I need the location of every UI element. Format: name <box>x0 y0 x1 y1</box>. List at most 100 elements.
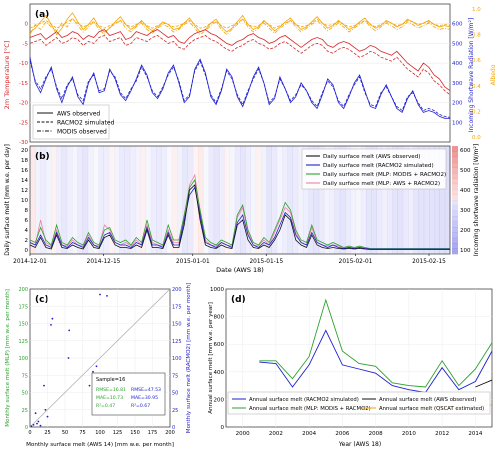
legend-d-aws-label: Annual surface melt (AWS observed) <box>379 397 476 403</box>
swd-tick: 300 <box>452 81 463 87</box>
panel-c-points <box>30 293 108 428</box>
radiation-shade-band <box>171 146 178 254</box>
radiation-shade-band <box>108 146 115 254</box>
radiation-shade-band <box>329 146 335 254</box>
melt-tick: 12 <box>21 188 28 194</box>
swd-tick: 500 <box>452 41 463 47</box>
stats-rmse-racmo2: RMSE=47.53 <box>131 387 161 393</box>
swd-tick: 200 <box>452 101 463 107</box>
colorbar-segment <box>452 200 458 206</box>
radiation-shade-band <box>135 146 141 254</box>
mlp-annual-line <box>259 298 493 388</box>
scatter-point <box>34 412 37 415</box>
radiation-shade-band <box>51 146 57 254</box>
scatter-point <box>99 293 101 296</box>
panel-b-legend: Daily surface melt (AWS observed) Daily … <box>301 148 447 190</box>
y-tick-label: 400 <box>214 370 225 376</box>
legend-aws-label: AWS observed <box>57 111 100 118</box>
panel-b-label: (b) <box>35 152 50 162</box>
radiation-shade-band <box>166 146 173 254</box>
radiation-shade-band <box>444 146 451 254</box>
radiation-shade-band <box>82 146 89 254</box>
swd-tick: 100 <box>452 120 463 126</box>
y-tick-label: 0 <box>221 425 225 431</box>
albedo-tick: 1.0 <box>472 7 481 13</box>
radiation-shade-band <box>345 146 351 254</box>
colorbar-segment <box>452 216 458 222</box>
radiation-shade-band <box>303 146 309 254</box>
stats-mae-racmo2: MAE=30.95 <box>131 395 158 401</box>
stats-mae-mlp: MAE=10.73 <box>96 395 123 401</box>
panel-b-y-ticks-right: 600 500 400 300 200 100 <box>460 148 471 254</box>
x-tick-label: 2014-12-15 <box>87 259 121 265</box>
melt-aws-line <box>29 184 450 250</box>
temp-tick: -25 <box>19 120 28 126</box>
radiation-shade-band <box>150 146 157 254</box>
panel-a-ylabel-left: 2m Temperature [°C] <box>3 41 11 110</box>
melt-mlp-modis-line <box>29 178 450 249</box>
albedo-tick: 0.4 <box>472 84 481 90</box>
radiation-shade-band <box>177 146 183 254</box>
scatter-point <box>68 329 71 332</box>
radiation-aws-line <box>29 57 450 119</box>
y-tick-label-left: 100 <box>18 356 28 362</box>
y-tick-label-right: 150 <box>172 322 182 328</box>
colorbar-segment <box>452 221 458 228</box>
scatter-point <box>36 422 38 425</box>
melt-tick: 20 <box>21 148 28 154</box>
stats-r2-racmo2: R²=0.67 <box>131 403 150 409</box>
albedo-tick: 0.6 <box>472 58 481 64</box>
colorbar-segment <box>452 156 458 163</box>
radiation-shade-band <box>40 146 47 254</box>
legend-d-qscat-label: Annual surface melt (QSCAT estimated) <box>379 406 484 412</box>
scatter-point <box>88 384 91 387</box>
panel-d: (d) 2000 2002 2004 2006 2008 2010 2012 20141000… <box>208 287 493 448</box>
radiation-shade-band <box>282 146 288 254</box>
radiation-shade-band <box>224 146 230 254</box>
legend-d-racmo2-label: Annual surface melt (RACMO2 simulated) <box>249 397 359 403</box>
panel-c-grid <box>30 289 170 427</box>
radiation-shade-band <box>124 146 131 254</box>
panel-a-frame <box>29 3 451 143</box>
radiation-shade-band <box>434 146 440 254</box>
x-tick-label: 2004 <box>302 431 316 437</box>
radiation-shade-band <box>114 146 120 254</box>
swd-b-tick: 400 <box>460 188 471 194</box>
x-tick-label: 25 <box>44 430 50 436</box>
colorbar-segment <box>452 194 458 201</box>
legend-b-racmo2-label: Daily surface melt (RACMO2 simulated) <box>323 163 434 169</box>
radiation-shade-band <box>334 146 341 254</box>
radiation-shade-band <box>387 146 393 254</box>
y-tick-label-left: 150 <box>18 322 28 328</box>
x-tick-label: 125 <box>113 430 123 436</box>
albedo-tick: 0.8 <box>472 33 481 39</box>
y-tick-label-left: 75 <box>22 373 28 379</box>
panel-a-ylabel-right-radiation: Incoming Shortwave Radiation [W/m²] <box>468 18 475 133</box>
legend-modis-label: MODIS observed <box>57 129 107 136</box>
panel-b-legend-box <box>301 148 447 190</box>
radiation-shade-band <box>161 146 167 254</box>
panel-c-stats-box: Sample=16 RMSE=16.81 MAE=10.73 R²=0.47 R… <box>91 372 166 416</box>
panel-d-legend: Annual surface melt (RACMO2 simulated) A… <box>227 391 491 415</box>
panel-d-xlabel: Year (AWS 18) <box>338 441 381 448</box>
panel-a-label: (a) <box>35 10 49 20</box>
y-tick-label-left: 175 <box>18 304 28 310</box>
swd-b-tick: 100 <box>460 248 471 254</box>
radiation-shade-band <box>35 146 41 254</box>
x-tick-label: 2000 <box>236 431 250 437</box>
x-tick-label: 2015-01-01 <box>176 259 210 265</box>
radiation-shade-band <box>339 146 346 254</box>
x-tick-label: 50 <box>62 430 68 436</box>
y-tick-label-right: 25 <box>172 408 178 414</box>
radiation-shade-band <box>219 146 225 254</box>
scatter-point <box>51 317 54 320</box>
temp-tick: -15 <box>19 81 28 87</box>
melt-tick: 8 <box>25 208 29 214</box>
legend-d-mlp-label: Annual surface melt (MLP: MODIS + RACMO2… <box>249 406 371 412</box>
swd-tick: 400 <box>452 61 463 67</box>
melt-racmo2-line <box>29 186 450 250</box>
melt-tick: 4 <box>25 228 29 234</box>
radiation-shade-band <box>213 146 220 254</box>
